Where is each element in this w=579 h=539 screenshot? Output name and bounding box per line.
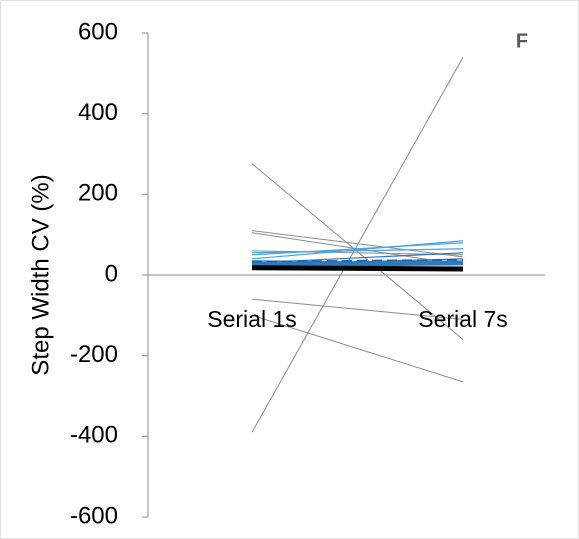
series-line [251,265,464,272]
y-tick-label: -200 [70,341,118,368]
y-tick-label: 400 [78,99,118,126]
series-line [251,56,464,433]
y-tick-label: 200 [78,180,118,207]
series-line [251,242,464,256]
y-tick-label: 0 [105,260,118,287]
panel-label: F [516,30,528,52]
y-tick-label: 600 [78,18,118,45]
series-line [251,230,464,258]
y-tick-label: -400 [70,422,118,449]
series-line [251,240,464,260]
y-axis-label: Step Width CV (%) [27,174,54,375]
series-line [251,298,464,320]
series-line [251,314,464,383]
x-tick-label: Serial 1s [207,306,296,332]
series-line [251,248,464,254]
x-tick-label: Serial 7s [418,306,507,332]
series-line [251,163,464,340]
y-tick-label: -600 [70,502,118,529]
series-line [251,260,464,268]
